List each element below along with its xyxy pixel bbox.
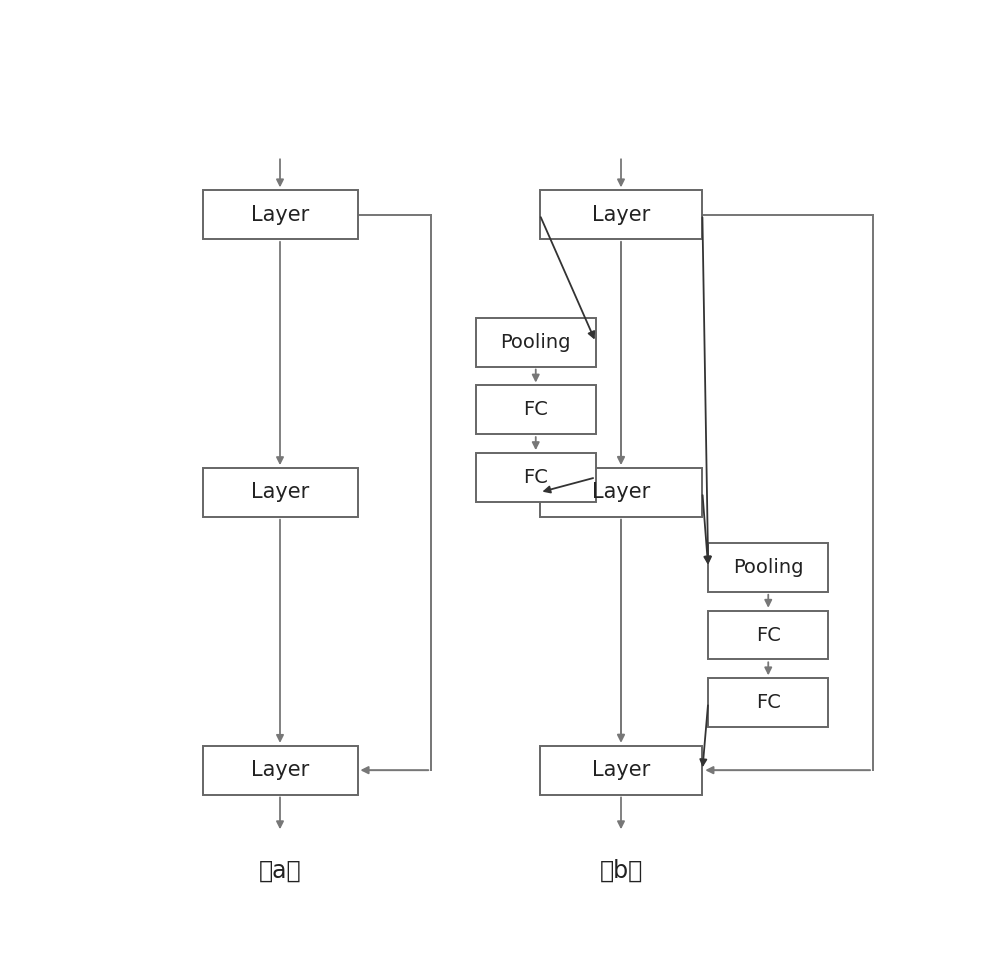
Text: Layer: Layer [592, 483, 650, 502]
Bar [708, 543, 828, 592]
Text: FC: FC [523, 401, 548, 419]
Bar [202, 468, 358, 517]
Bar [202, 746, 358, 795]
Bar [202, 190, 358, 239]
Text: Pooling: Pooling [733, 558, 804, 577]
Text: Layer: Layer [251, 205, 309, 224]
Bar [540, 468, 702, 517]
Bar [708, 610, 828, 659]
Bar [708, 679, 828, 727]
Bar [540, 746, 702, 795]
Bar [540, 190, 702, 239]
Text: Pooling: Pooling [501, 332, 571, 352]
Text: Layer: Layer [592, 760, 650, 780]
Text: （b）: （b） [599, 858, 643, 882]
Text: Layer: Layer [251, 483, 309, 502]
Text: FC: FC [756, 626, 781, 644]
Text: Layer: Layer [251, 760, 309, 780]
Text: （a）: （a） [259, 858, 301, 882]
Bar [476, 385, 596, 434]
Text: FC: FC [523, 468, 548, 487]
Text: FC: FC [756, 693, 781, 712]
Bar [476, 453, 596, 502]
Bar [476, 318, 596, 367]
Text: Layer: Layer [592, 205, 650, 224]
